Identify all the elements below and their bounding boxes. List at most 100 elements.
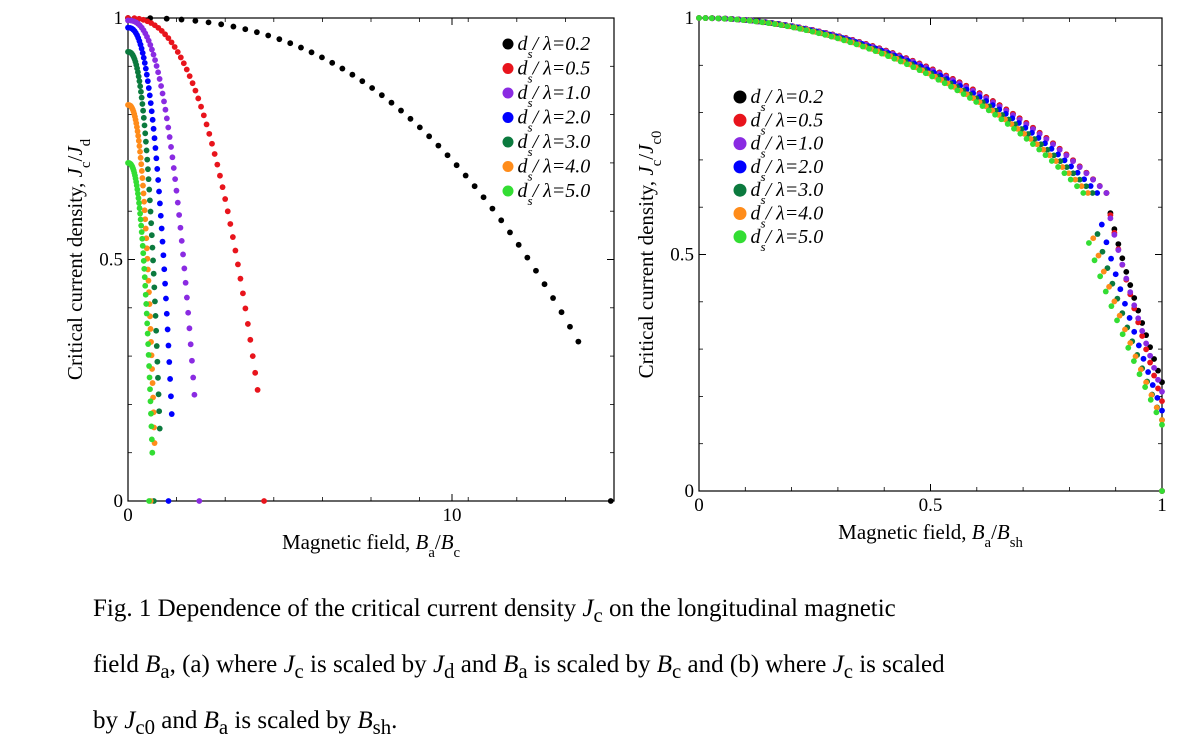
- data-point: [1115, 247, 1122, 253]
- data-point: [148, 423, 155, 430]
- data-point: [1104, 265, 1111, 272]
- x-tick-label-2: 1: [1157, 495, 1167, 516]
- data-point: [135, 132, 142, 139]
- data-point: [178, 237, 185, 244]
- data-point: [1131, 295, 1138, 301]
- data-point: [155, 177, 162, 183]
- data-point: [244, 321, 251, 327]
- data-point: [1056, 146, 1063, 153]
- data-point: [156, 425, 163, 432]
- data-point: [1017, 130, 1024, 137]
- series-0: [125, 15, 614, 504]
- data-point: [308, 49, 315, 56]
- data-point: [298, 44, 304, 51]
- x-tick-label-0: 0: [694, 495, 704, 516]
- legend-label-4: ds/ λ=3.0: [518, 131, 591, 159]
- data-point: [558, 309, 565, 316]
- data-point: [954, 87, 961, 94]
- data-point: [149, 244, 156, 251]
- legend-label-5: ds/ λ=4.0: [518, 156, 591, 184]
- data-point: [147, 100, 154, 107]
- data-point: [156, 408, 163, 415]
- data-point: [1132, 353, 1139, 360]
- data-point: [941, 80, 948, 87]
- data-point: [146, 498, 152, 504]
- data-point: [1067, 176, 1074, 183]
- data-point: [152, 298, 158, 305]
- x-axis-label: Magnetic field, Ba/Bc: [282, 530, 461, 561]
- data-point: [159, 238, 166, 245]
- data-point: [1074, 183, 1080, 190]
- data-point: [359, 78, 366, 85]
- data-point: [198, 103, 204, 110]
- data-point: [1087, 183, 1094, 189]
- data-point: [140, 257, 147, 264]
- data-point: [1076, 164, 1083, 171]
- data-point: [471, 183, 478, 190]
- data-point: [426, 133, 433, 140]
- data-point: [147, 386, 153, 393]
- data-point: [765, 20, 772, 26]
- data-point: [153, 63, 160, 69]
- data-point: [141, 265, 148, 272]
- series-6: [696, 15, 1165, 494]
- data-point: [1123, 275, 1130, 282]
- data-point: [1154, 394, 1161, 401]
- legend: ds/ λ=0.2ds/ λ=0.5ds/ λ=1.0ds/ λ=2.0ds/ …: [733, 86, 823, 253]
- data-point: [187, 341, 194, 348]
- data-point: [1147, 359, 1153, 366]
- data-point: [276, 36, 283, 43]
- data-point: [1080, 190, 1087, 196]
- y-axis-label: Critical current density, Jc/Jd: [63, 138, 94, 380]
- data-point: [1065, 170, 1072, 177]
- data-point: [607, 498, 614, 504]
- data-point: [1153, 404, 1160, 411]
- data-point: [146, 363, 152, 369]
- data-point: [1126, 315, 1133, 321]
- data-point: [148, 410, 154, 417]
- legend-marker-4: [733, 183, 747, 197]
- legend-marker-3: [502, 112, 514, 123]
- data-point: [177, 224, 184, 231]
- data-point: [960, 91, 967, 98]
- data-point: [866, 45, 872, 52]
- data-point: [150, 270, 157, 277]
- data-point: [1023, 135, 1030, 142]
- data-point: [218, 21, 225, 28]
- data-point: [1099, 248, 1106, 255]
- data-point: [152, 145, 159, 151]
- data-point: [209, 140, 215, 147]
- data-point: [714, 15, 721, 22]
- data-point: [242, 305, 249, 312]
- data-point: [1100, 268, 1107, 275]
- data-point: [1042, 152, 1049, 159]
- y-tick-label-0: 0: [685, 481, 695, 502]
- data-point: [144, 156, 151, 163]
- legend-marker-0: [733, 90, 747, 104]
- data-point: [1147, 396, 1154, 403]
- data-point: [696, 15, 702, 21]
- legend-label-2: ds/ λ=1.0: [518, 82, 591, 110]
- x-tick-label-1: 10: [443, 505, 462, 526]
- data-point: [149, 380, 156, 386]
- data-point: [1127, 289, 1134, 296]
- data-point: [153, 343, 160, 349]
- data-point: [1147, 352, 1153, 359]
- data-point: [138, 222, 145, 229]
- data-point: [1119, 261, 1126, 268]
- data-point: [1061, 170, 1068, 177]
- data-point: [575, 338, 582, 345]
- data-point: [140, 182, 146, 189]
- data-point: [1068, 163, 1074, 170]
- data-point: [1050, 152, 1057, 159]
- data-point: [1151, 372, 1157, 379]
- data-point: [859, 43, 866, 50]
- data-point: [144, 320, 151, 327]
- caption-fig-label: Fig. 1: [93, 595, 152, 622]
- data-point: [163, 115, 170, 122]
- data-point: [166, 134, 173, 140]
- data-point: [1127, 340, 1134, 346]
- data-point: [149, 449, 156, 456]
- data-point: [708, 15, 715, 22]
- data-point: [165, 342, 172, 349]
